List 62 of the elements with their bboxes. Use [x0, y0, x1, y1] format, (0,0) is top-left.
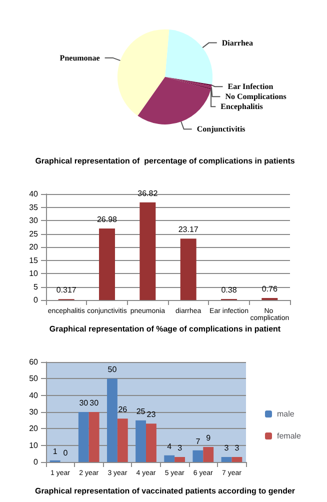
- data-label: 3: [178, 444, 183, 452]
- text: Graphical representation of %age of complications in patient: [49, 324, 281, 334]
- y-tick-label: 50: [29, 374, 39, 384]
- bar: [99, 228, 115, 300]
- data-label: 4: [167, 442, 172, 451]
- bar: [136, 420, 146, 462]
- y-tick-label: 60: [29, 358, 39, 366]
- data-label: 36.82: [138, 188, 158, 198]
- data-label: 23.17: [178, 225, 199, 234]
- data-label: 0.38: [221, 285, 238, 294]
- y-tick-label: 30: [29, 216, 39, 225]
- bar: [164, 455, 175, 462]
- slice-label: Diarrhea: [222, 38, 253, 48]
- data-label: 7: [196, 436, 201, 446]
- bar: [146, 424, 156, 462]
- bar: [221, 457, 232, 462]
- bar: [180, 238, 196, 300]
- slice-label: Pneumonae: [60, 53, 100, 62]
- y-tick-label: 25: [29, 229, 39, 238]
- legend-label: male: [276, 410, 295, 418]
- text: Graphical representation of percentage of complications in patients: [35, 156, 296, 166]
- data-label: 26: [118, 405, 128, 414]
- data-label: 50: [108, 365, 118, 374]
- legend-label: female: [276, 432, 302, 440]
- y-tick-label: 0: [34, 458, 39, 466]
- data-label: 30: [90, 398, 100, 408]
- slice-label: Encephalitis: [220, 102, 263, 112]
- data-label: 0.76: [262, 284, 278, 294]
- text: Graphical representation of vaccinated patients according to gender: [34, 486, 296, 496]
- data-label: 30: [79, 398, 89, 408]
- y-tick-label: 5: [34, 282, 39, 292]
- bar: [117, 418, 128, 462]
- data-label: 3: [224, 444, 230, 452]
- bar: [203, 447, 214, 462]
- bar: [232, 457, 242, 462]
- y-tick-label: 10: [29, 269, 39, 278]
- y-tick-label: 20: [29, 242, 39, 252]
- data-label: 25: [136, 406, 146, 416]
- y-tick-label: 40: [29, 390, 39, 400]
- data-label: 26.98: [96, 215, 118, 224]
- bar: [140, 202, 156, 300]
- y-tick-label: 15: [29, 256, 39, 265]
- y-tick-label: 40: [29, 190, 39, 198]
- data-label: 9: [206, 434, 212, 442]
- y-tick-label: 35: [29, 202, 39, 212]
- bar: [192, 450, 204, 462]
- bar: [78, 412, 89, 462]
- slice-label: Conjunctivitis: [196, 124, 246, 134]
- slice-label: No Complications: [225, 92, 286, 102]
- y-tick-label: 0: [34, 296, 39, 304]
- slice-label: Ear Infection: [228, 82, 274, 92]
- y-tick-label: 30: [29, 408, 39, 416]
- bar: [88, 412, 100, 462]
- data-label: 1: [52, 446, 58, 456]
- data-label: 0.317: [56, 286, 77, 295]
- y-tick-label: 10: [29, 440, 39, 450]
- data-label: 3: [234, 444, 240, 452]
- y-tick-label: 20: [29, 424, 39, 434]
- bar: [174, 457, 185, 462]
- data-label: 23: [146, 410, 156, 420]
- data-label: 0: [63, 448, 68, 458]
- bar: [107, 378, 118, 462]
